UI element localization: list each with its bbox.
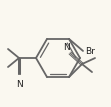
Text: Br: Br: [85, 47, 95, 56]
Text: N: N: [16, 80, 22, 89]
Text: N: N: [63, 43, 69, 52]
